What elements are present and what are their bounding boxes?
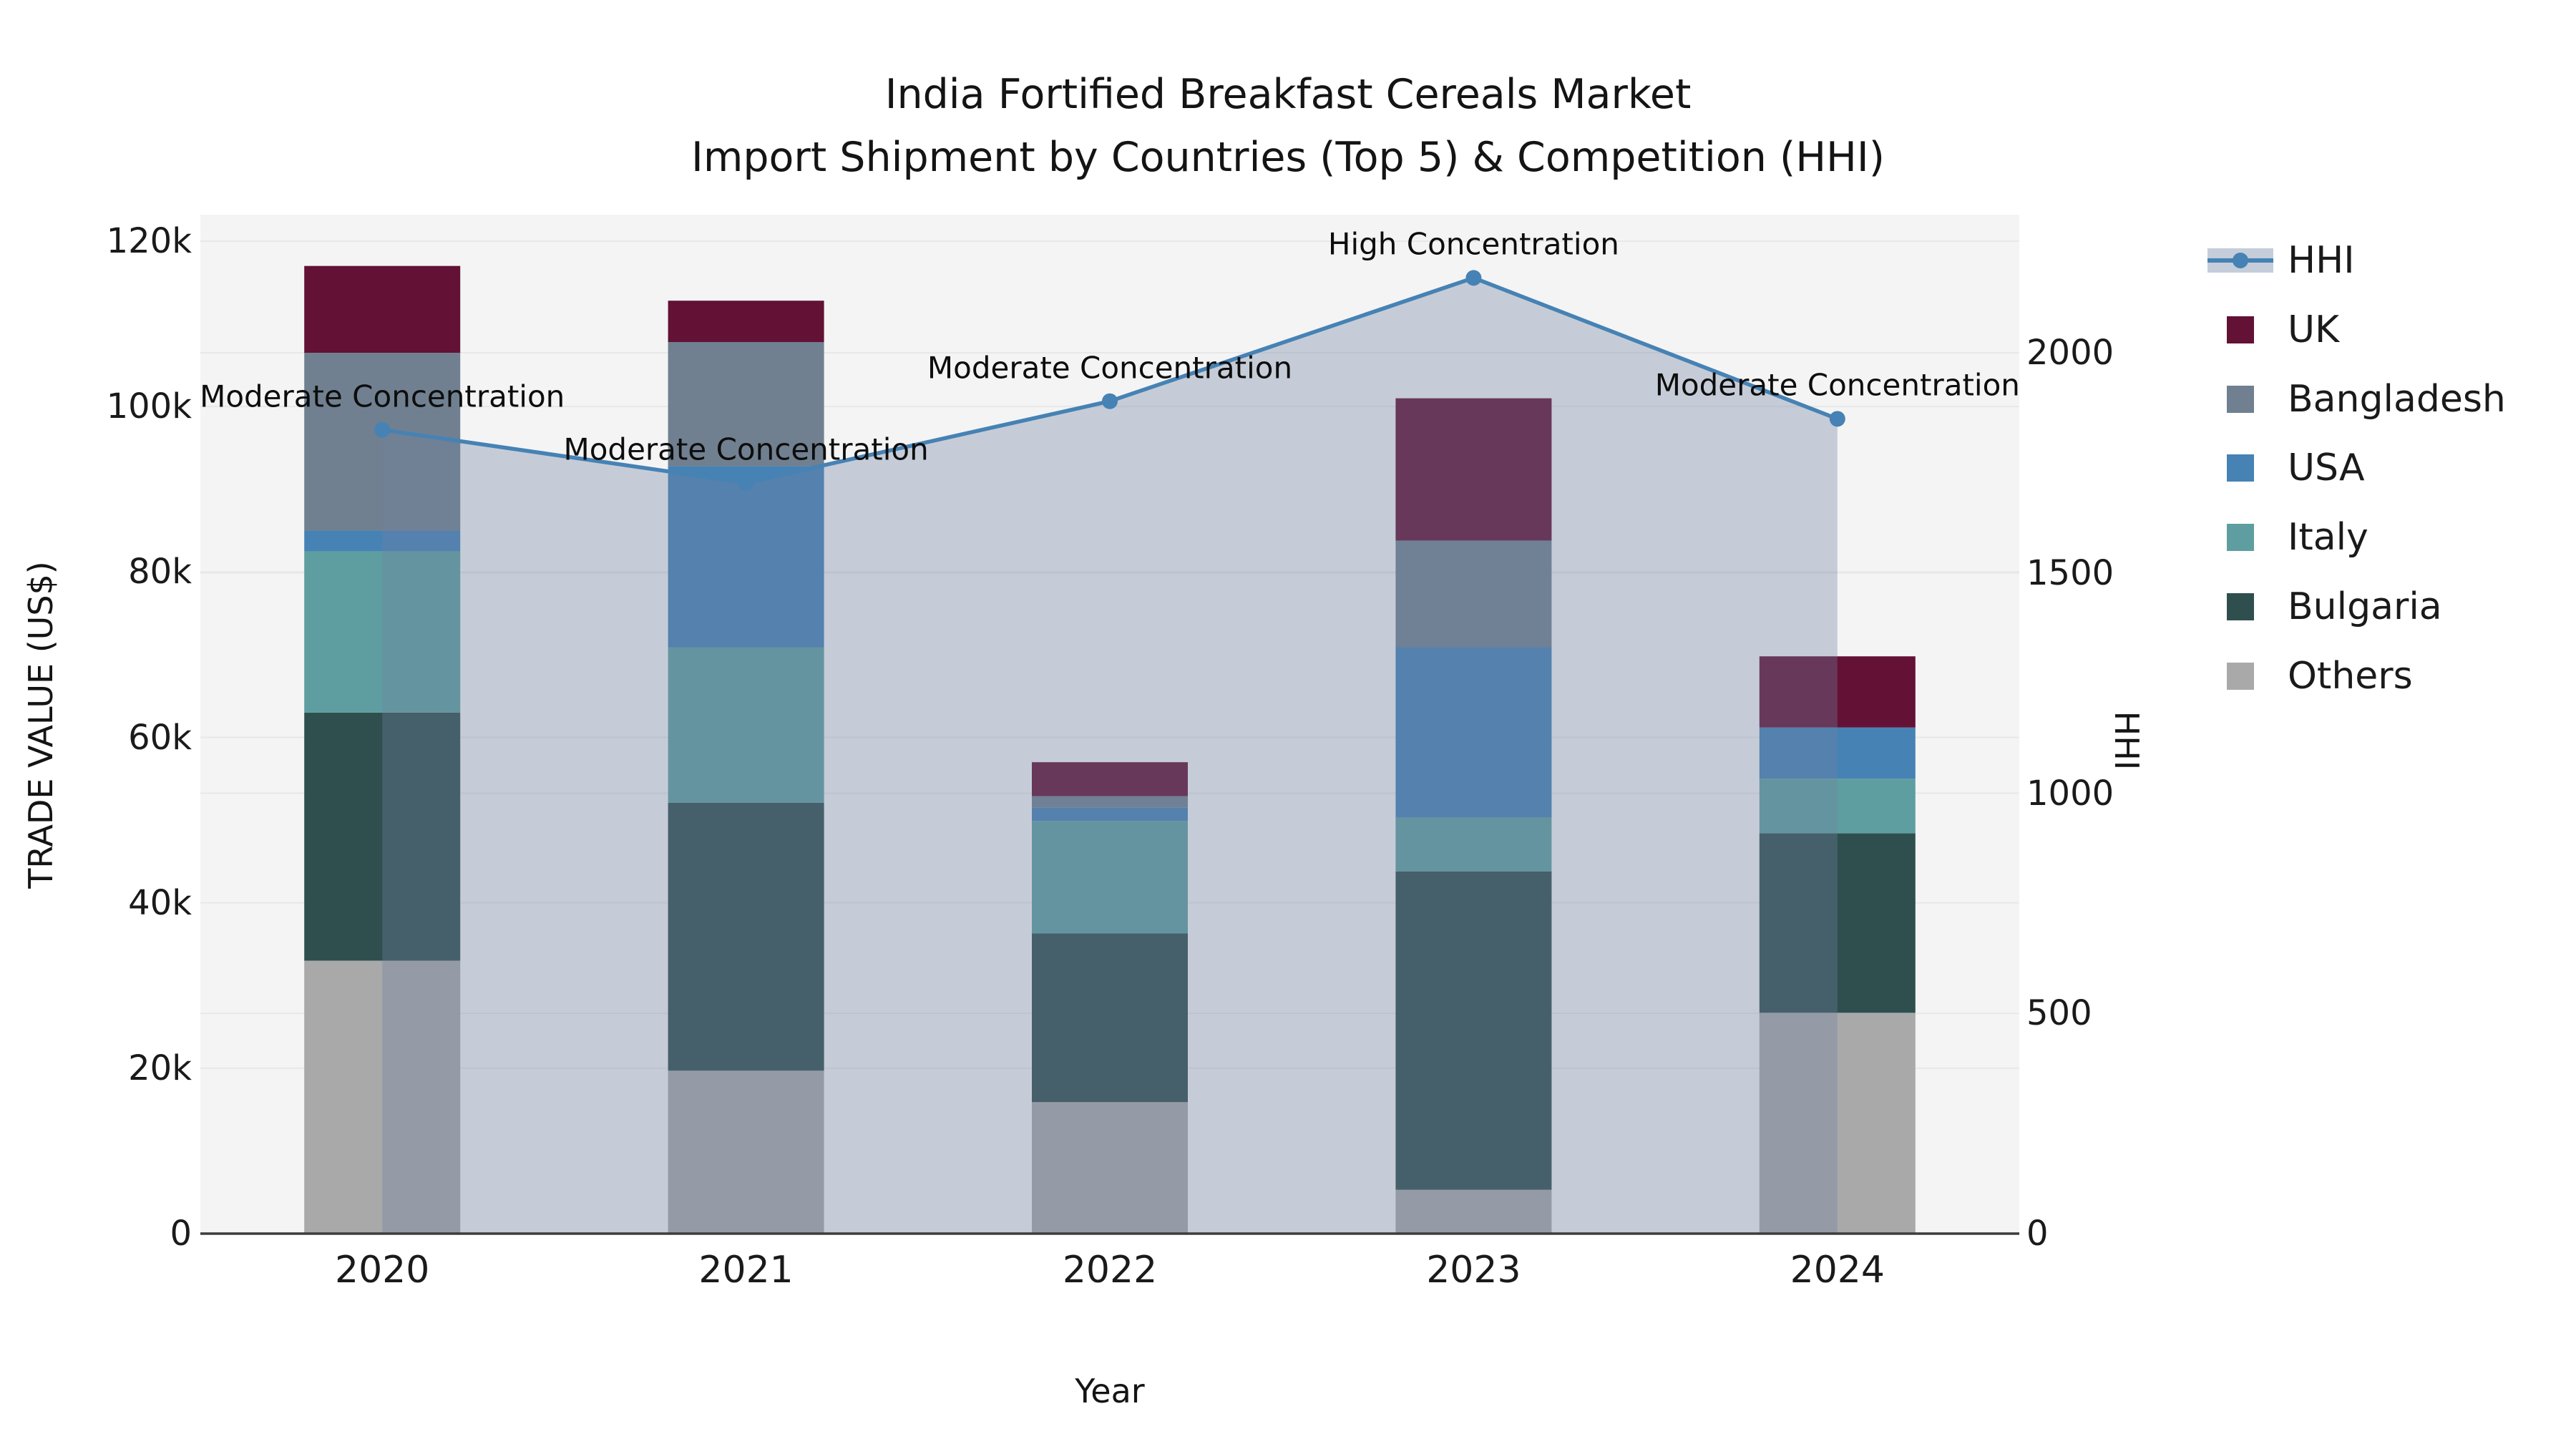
bar-segment-uk-2023 — [1395, 398, 1552, 541]
bar-segment-bangladesh-2022 — [1032, 796, 1188, 808]
legend-item-bangladesh: Bangladesh — [2207, 365, 2506, 434]
legend-label-italy: Italy — [2288, 516, 2368, 560]
legend-label-others: Others — [2288, 654, 2413, 698]
annotation-2024: Moderate Concentration — [1654, 367, 2020, 403]
legend-label-hhi: HHI — [2288, 239, 2355, 282]
uk-swatch — [2227, 316, 2254, 343]
x-tick-2024: 2024 — [1790, 1249, 1885, 1292]
usa-swatch — [2227, 454, 2254, 482]
chart-title-line2: Import Shipment by Countries (Top 5) & C… — [691, 134, 1885, 181]
bar-segment-bangladesh-2020 — [304, 353, 461, 531]
x-axis-label: Year — [1075, 1372, 1145, 1410]
legend-color-swatch — [2207, 524, 2273, 552]
bar-segment-italy-2023 — [1395, 817, 1552, 872]
bar-segment-others-2020 — [304, 960, 461, 1234]
italy-swatch — [2227, 524, 2254, 552]
y-right-tick-1500: 1500 — [2026, 552, 2114, 593]
bar-segment-others-2021 — [668, 1070, 824, 1234]
bar-segment-usa-2020 — [304, 530, 461, 552]
bulgaria-swatch — [2227, 593, 2254, 620]
hhi-point-2020 — [374, 421, 391, 438]
legend-item-usa: USA — [2207, 434, 2365, 502]
y-axis-label-right: HHI — [2107, 711, 2146, 771]
hhi-point-2022 — [1102, 393, 1118, 409]
bar-segment-uk-2021 — [668, 301, 824, 343]
x-tick-2023: 2023 — [1426, 1249, 1521, 1292]
legend-item-italy: Italy — [2207, 503, 2368, 572]
bar-segment-others-2023 — [1395, 1189, 1552, 1234]
annotation-2022: Moderate Concentration — [927, 350, 1293, 386]
y-left-tick-120k: 120k — [106, 221, 192, 261]
legend-label-usa: USA — [2288, 447, 2365, 490]
bar-segment-bulgaria-2023 — [1395, 871, 1552, 1190]
bar-segment-italy-2024 — [1759, 779, 1916, 834]
hhi-point-2024 — [1829, 411, 1845, 427]
y-left-tick-100k: 100k — [106, 386, 192, 427]
bar-segment-uk-2024 — [1759, 656, 1916, 728]
y-left-tick-40k: 40k — [128, 882, 192, 923]
chart-title: India Fortified Breakfast Cereals Market… — [0, 63, 2576, 189]
bar-segment-bangladesh-2023 — [1395, 540, 1552, 648]
x-tick-2021: 2021 — [698, 1249, 794, 1292]
others-swatch — [2227, 662, 2254, 690]
legend-label-uk: UK — [2288, 308, 2340, 351]
bar-segment-bulgaria-2020 — [304, 712, 461, 961]
bar-segment-usa-2022 — [1032, 807, 1188, 821]
bangladesh-swatch — [2227, 385, 2254, 413]
hhi-area-fill — [382, 278, 1838, 1234]
y-left-tick-20k: 20k — [128, 1048, 192, 1088]
y-right-tick-1000: 1000 — [2026, 773, 2114, 814]
bar-segment-uk-2022 — [1032, 762, 1188, 796]
legend-label-bulgaria: Bulgaria — [2288, 585, 2442, 628]
bar-segment-usa-2024 — [1759, 727, 1916, 779]
annotation-2020: Moderate Concentration — [200, 379, 565, 414]
hhi-marker-swatch — [2233, 253, 2248, 268]
y-left-tick-60k: 60k — [128, 717, 192, 758]
legend-color-swatch — [2207, 316, 2273, 343]
y-left-tick-80k: 80k — [128, 552, 192, 592]
legend-color-swatch — [2207, 385, 2273, 413]
legend-item-hhi: HHI — [2207, 226, 2355, 295]
hhi-point-2023 — [1465, 270, 1482, 286]
legend-line-swatch — [2207, 248, 2273, 273]
legend-color-swatch — [2207, 454, 2273, 482]
bar-segment-bulgaria-2024 — [1759, 833, 1916, 1013]
y-right-tick-0: 0 — [2026, 1214, 2049, 1254]
bar-segment-uk-2020 — [304, 265, 461, 353]
legend-color-swatch — [2207, 662, 2273, 690]
hhi-area-swatch — [2207, 248, 2273, 273]
bar-segment-others-2022 — [1032, 1102, 1188, 1234]
legend-item-uk: UK — [2207, 296, 2339, 364]
legend-item-bulgaria: Bulgaria — [2207, 572, 2442, 641]
bar-segment-others-2024 — [1759, 1013, 1916, 1234]
bar-segment-bulgaria-2022 — [1032, 933, 1188, 1103]
bar-segment-italy-2021 — [668, 647, 824, 803]
y-right-tick-500: 500 — [2026, 993, 2092, 1034]
legend-item-others: Others — [2207, 642, 2413, 711]
bar-segment-italy-2022 — [1032, 821, 1188, 934]
legend-label-bangladesh: Bangladesh — [2288, 377, 2506, 421]
x-tick-2022: 2022 — [1062, 1249, 1158, 1292]
bar-segment-bangladesh-2021 — [668, 342, 824, 467]
chart-title-line1: India Fortified Breakfast Cereals Market — [884, 71, 1692, 118]
bar-segment-bulgaria-2021 — [668, 802, 824, 1071]
bar-segment-italy-2020 — [304, 551, 461, 713]
y-right-tick-2000: 2000 — [2026, 333, 2114, 373]
bar-segment-usa-2023 — [1395, 647, 1552, 818]
bar-segment-usa-2021 — [668, 466, 824, 648]
hhi-point-2021 — [738, 474, 754, 491]
legend-color-swatch — [2207, 593, 2273, 620]
annotation-2021: Moderate Concentration — [563, 431, 929, 467]
annotation-2023: High Concentration — [1327, 226, 1619, 262]
y-left-tick-0: 0 — [170, 1214, 192, 1254]
x-tick-2020: 2020 — [335, 1249, 430, 1292]
